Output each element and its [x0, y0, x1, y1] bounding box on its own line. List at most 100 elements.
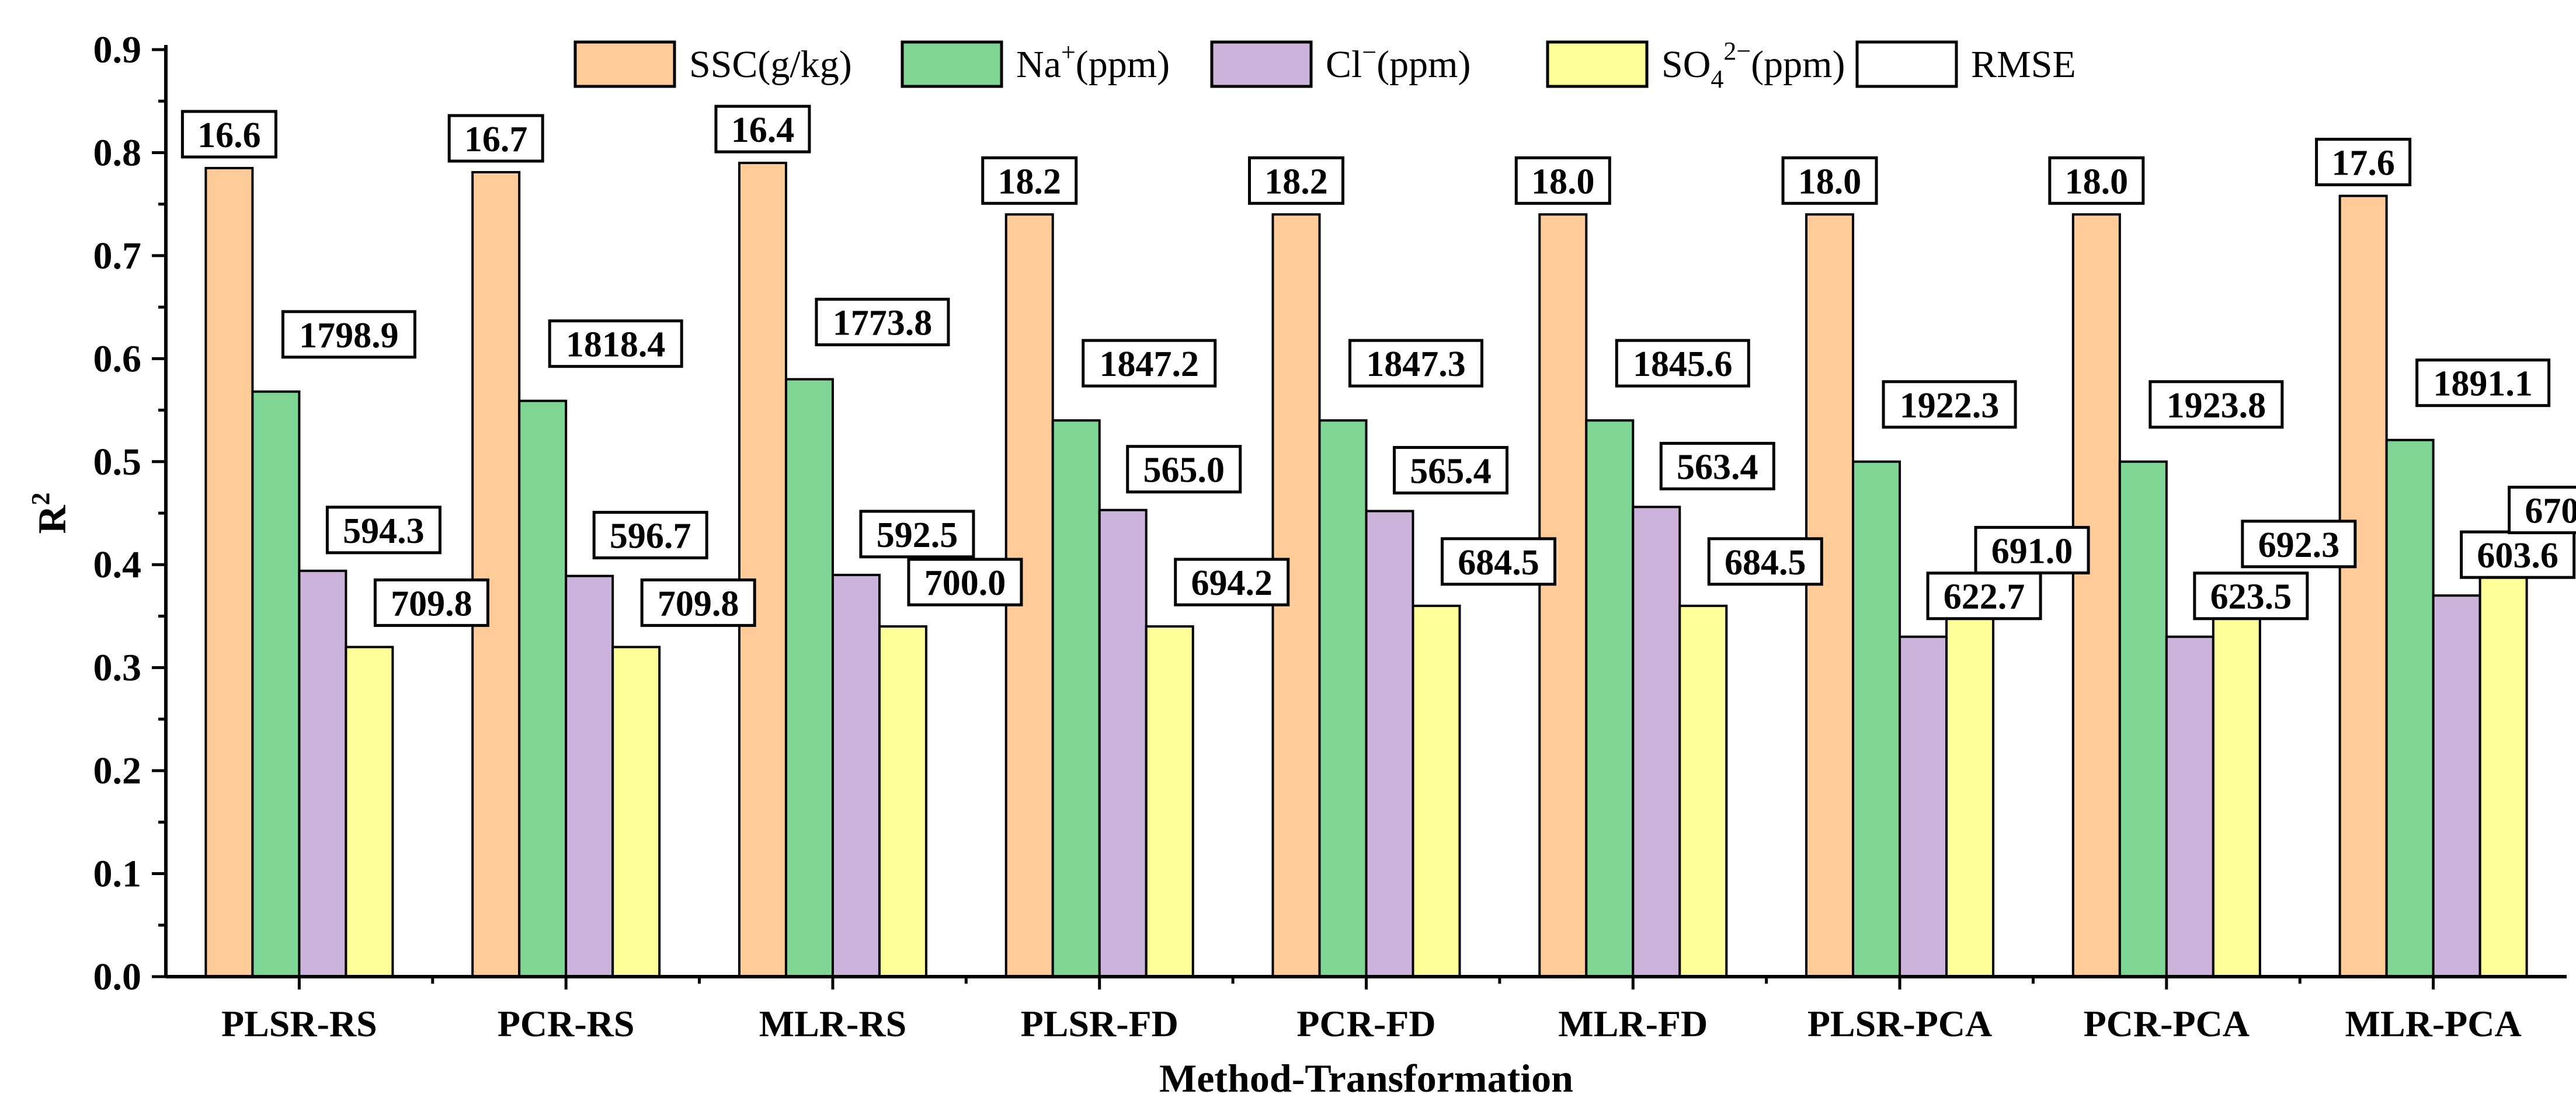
- rmse-label-box: [815, 298, 950, 347]
- rmse-label: 1847.3: [1348, 339, 1483, 388]
- rmse-label-box: [1348, 339, 1483, 388]
- rmse-label: 16.7: [447, 114, 544, 163]
- legend-swatch: [1210, 40, 1313, 88]
- rmse-label-box: [1882, 380, 2017, 429]
- rmse-label-box: [1974, 525, 2090, 574]
- legend-item: Na+(ppm): [901, 38, 1170, 88]
- bar: [1632, 506, 1681, 978]
- rmse-label: 684.5: [1707, 537, 1823, 586]
- rmse-label: 623.5: [2193, 572, 2309, 621]
- legend-label: Na+(ppm): [1016, 38, 1170, 86]
- legend-label: SO42−(ppm): [1661, 37, 1845, 93]
- bar: [2071, 213, 2121, 978]
- bar: [1805, 213, 1855, 978]
- rmse-label-text: 18.2: [997, 162, 1061, 201]
- rmse-label-box: [1082, 339, 1217, 388]
- bar: [518, 399, 568, 978]
- y-axis-title-sup: 2: [26, 492, 55, 505]
- rmse-label-box: [859, 510, 975, 559]
- rmse-label-box: [2149, 380, 2284, 429]
- rmse-label: 709.8: [640, 578, 756, 627]
- bar: [1098, 508, 1148, 978]
- rmse-label-box: [281, 310, 416, 359]
- bar: [611, 646, 661, 978]
- y-tick-label: 0.5: [93, 441, 142, 483]
- rmse-label-text: 18.0: [1531, 162, 1595, 201]
- x-tick-label: PLSR-FD: [1021, 1003, 1179, 1044]
- rmse-label-text: 694.2: [1191, 563, 1273, 603]
- rmse-label-text: 623.5: [2210, 577, 2292, 617]
- rmse-label-text: 709.8: [658, 584, 739, 623]
- rmse-label: 694.2: [1174, 558, 1290, 607]
- rmse-label-box: [1174, 558, 1290, 607]
- rmse-label-box: [180, 110, 277, 159]
- legend-label: SSC(g/kg): [689, 43, 852, 86]
- y-tick-label: 0.7: [93, 235, 142, 277]
- rmse-label-text: 684.5: [1725, 543, 1806, 583]
- bar: [831, 573, 881, 978]
- legend-label: Cl−(ppm): [1326, 38, 1470, 86]
- rmse-label-text: 1891.1: [2433, 364, 2533, 404]
- legend-swatch: [901, 40, 1003, 88]
- y-tick-label: 0.6: [93, 337, 142, 380]
- rmse-label-box: [1659, 441, 1775, 490]
- rmse-label: 700.0: [907, 558, 1023, 607]
- legend-swatch: [1546, 40, 1649, 88]
- rmse-label-box: [907, 558, 1023, 607]
- x-tick-label: MLR-PCA: [2345, 1003, 2522, 1044]
- rmse-label: 622.7: [1926, 572, 2042, 621]
- x-tick-label: MLR-RS: [759, 1003, 906, 1044]
- bar: [1945, 593, 1995, 978]
- rmse-label: 1923.8: [2149, 380, 2284, 429]
- rmse-label-text: 709.8: [391, 584, 472, 623]
- rmse-label-text: 700.0: [924, 563, 1006, 603]
- bar: [1852, 460, 1901, 978]
- rmse-label-text: 563.4: [1677, 447, 1758, 487]
- rmse-label-box: [2415, 358, 2551, 407]
- bar: [251, 390, 301, 978]
- rmse-label-text: 691.0: [1991, 531, 2073, 571]
- rmse-label-text: 1818.4: [566, 325, 666, 365]
- bar: [1538, 213, 1588, 978]
- legend-swatch: [573, 40, 676, 88]
- rmse-label-box: [2193, 572, 2309, 621]
- bars: [204, 162, 2528, 978]
- rmse-label: 592.5: [859, 510, 975, 559]
- bar: [565, 574, 614, 978]
- rmse-label-text: 18.0: [2065, 162, 2129, 201]
- rmse-labels: 16.6 1798.9 594.3 709.8 16.7 1818.4 596.7 709.8…: [180, 104, 2576, 627]
- rmse-label-text: 1923.8: [2167, 386, 2266, 426]
- rmse-label-text: 684.5: [1458, 543, 1539, 583]
- x-tick-label: PLSR-RS: [221, 1003, 377, 1044]
- rmse-label-box: [1707, 537, 1823, 586]
- rmse-label-text: 16.6: [197, 116, 261, 155]
- rmse-label: 18.2: [1248, 156, 1344, 205]
- bar: [2338, 194, 2388, 978]
- rmse-label: 692.3: [2241, 520, 2357, 569]
- rmse-label: 594.3: [325, 506, 441, 555]
- rmse-label-text: 1847.3: [1366, 344, 1466, 384]
- rmse-label: 1845.6: [1615, 339, 1750, 388]
- rmse-label: 16.4: [714, 104, 811, 154]
- bar: [1318, 419, 1368, 978]
- rmse-label-text: 670.0: [2525, 492, 2576, 531]
- bar: [471, 170, 521, 978]
- bar: [298, 569, 347, 978]
- rmse-label: 17.6: [2315, 138, 2412, 187]
- rmse-label: 670.0: [2508, 486, 2576, 535]
- bar: [2385, 438, 2435, 978]
- rmse-label: 16.6: [180, 110, 277, 159]
- rmse-label: 1773.8: [815, 298, 950, 347]
- rmse-label-text: 18.2: [1264, 162, 1328, 201]
- legend-swatch: [1855, 40, 1958, 88]
- bar: [204, 166, 254, 978]
- rmse-label-text: 692.3: [2258, 525, 2340, 565]
- rmse-label-box: [640, 578, 756, 627]
- y-tick-label: 0.4: [93, 543, 142, 586]
- rmse-label-box: [548, 319, 683, 368]
- rmse-label: 18.0: [1514, 156, 1611, 205]
- y-tick-label: 0.0: [93, 956, 142, 998]
- x-tick-label: PCR-FD: [1296, 1003, 1435, 1044]
- x-tick-label: MLR-FD: [1558, 1003, 1708, 1044]
- rmse-label-text: 603.6: [2477, 536, 2558, 576]
